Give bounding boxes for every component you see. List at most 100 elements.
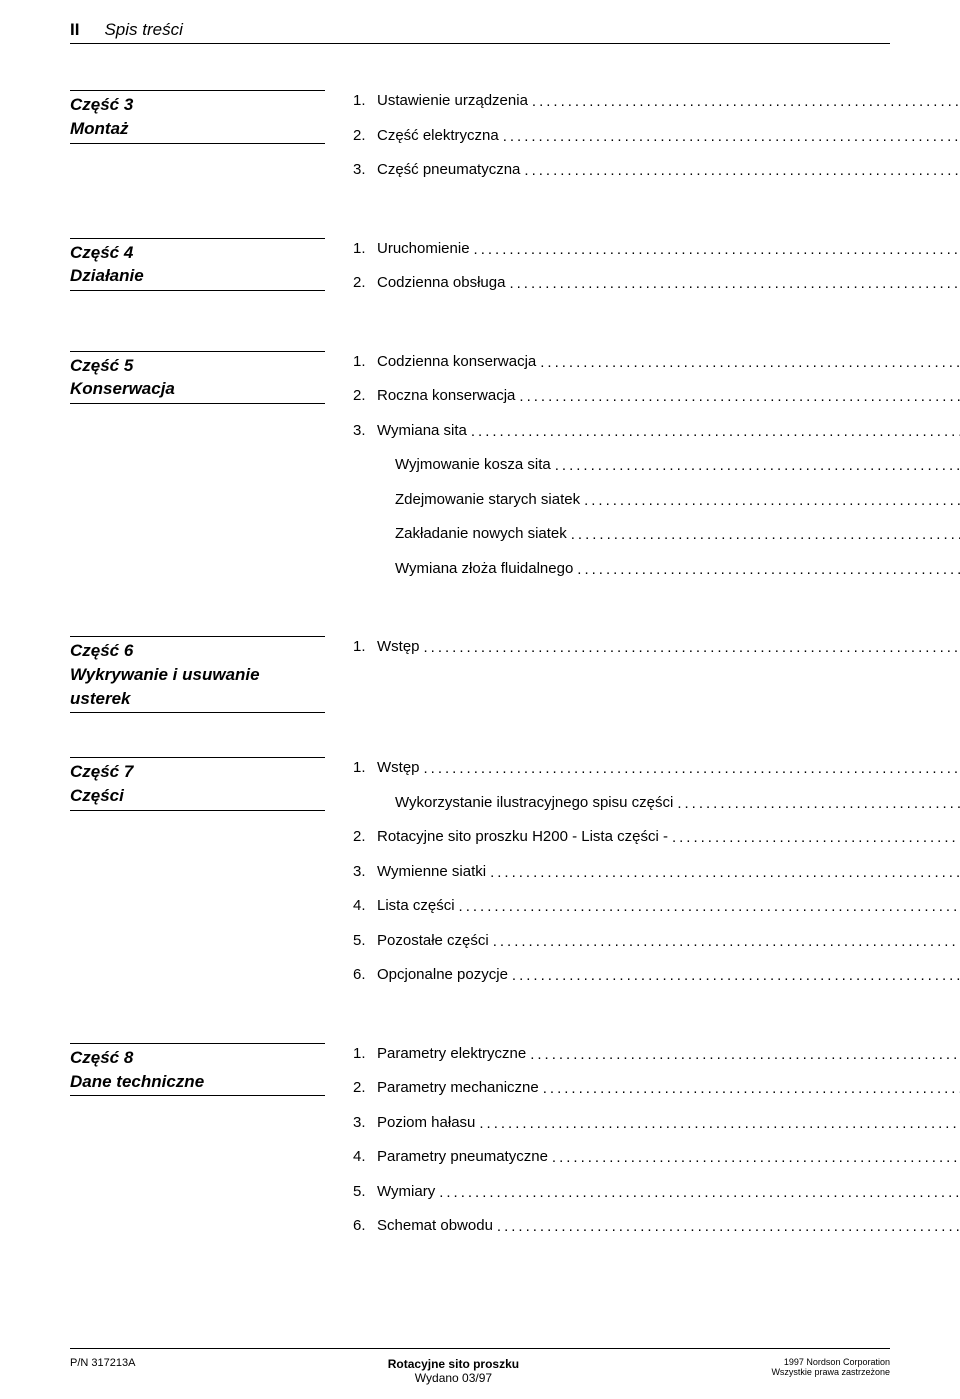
footer-center-title: Rotacyjne sito proszku — [388, 1357, 519, 1371]
section-label-line: Część 8 — [70, 1046, 325, 1070]
toc-leader-dots — [515, 386, 960, 409]
toc-row: 2.Rotacyjne sito proszku H200 - Lista cz… — [353, 826, 960, 849]
toc-leader-dots — [548, 1147, 960, 1170]
toc-list: 1.Wstęp7-1 Wykorzystanie ilustracyjnego s… — [325, 757, 960, 999]
toc-leader-dots — [520, 160, 960, 183]
toc-row: 6.Opcjonalne pozycje7-14 — [353, 964, 960, 987]
section-label: Część 5Konserwacja — [70, 351, 325, 405]
toc-item-text: Wymiary — [377, 1181, 435, 1204]
toc-row: 3.Poziom hałasu8-1 — [353, 1112, 960, 1135]
toc-row: 1.Wstęp6-1 — [353, 636, 960, 659]
toc-row: 1.Uruchomienie4-1 — [353, 238, 960, 261]
section-label: Część 7Części — [70, 757, 325, 811]
toc-item-number: 6. — [353, 964, 377, 987]
toc-row: 1.Ustawienie urządzenia3-1 — [353, 90, 960, 113]
footer-right: 1997 Nordson Corporation Wszystkie prawa… — [771, 1357, 890, 1377]
toc-item-number: 5. — [353, 930, 377, 953]
toc-item-number: 1. — [353, 238, 377, 261]
toc-item-text: Pozostałe części — [377, 930, 489, 953]
toc-list: 1.Codzienna konserwacja5-12.Roczna konse… — [325, 351, 960, 593]
toc-leader-dots — [435, 1182, 960, 1205]
toc-leader-dots — [455, 896, 960, 919]
toc-item-text: Wykorzystanie ilustracyjnego spisu częśc… — [395, 792, 673, 815]
toc-item-number: 2. — [353, 272, 377, 295]
header-title: Spis treści — [104, 20, 182, 40]
section-label-line: Dane techniczne — [70, 1070, 325, 1094]
toc-leader-dots — [526, 1044, 960, 1067]
section-label: Część 3Montaż — [70, 90, 325, 144]
toc-leader-dots — [536, 352, 960, 375]
toc-section: Część 4Działanie1.Uruchomienie4-12.Codzi… — [70, 238, 890, 307]
toc-list: 1.Parametry elektryczne8-12.Parametry me… — [325, 1043, 960, 1250]
toc-item-text: Codzienna obsługa — [377, 272, 505, 295]
toc-item-number: 2. — [353, 385, 377, 408]
section-label-line: Część 6 — [70, 639, 325, 663]
toc-item-number: 3. — [353, 420, 377, 443]
toc-item-text: Wstęp — [377, 757, 420, 780]
toc-item-number: 4. — [353, 895, 377, 918]
toc-item-number: 1. — [353, 351, 377, 374]
toc-leader-dots — [467, 421, 960, 444]
toc-item-text: Ustawienie urządzenia — [377, 90, 528, 113]
toc-row: 2.Parametry mechaniczne8-1 — [353, 1077, 960, 1100]
section-label-line: Część 7 — [70, 760, 325, 784]
toc-item-text: Część elektryczna — [377, 125, 499, 148]
section-label-line: Działanie — [70, 264, 325, 288]
toc-leader-dots — [470, 239, 960, 262]
toc-section: Część 3Montaż1.Ustawienie urządzenia3-12… — [70, 90, 890, 194]
toc-leader-dots — [499, 126, 960, 149]
section-label-line: Część 4 — [70, 241, 325, 265]
toc-list: 1.Ustawienie urządzenia3-1 2.Część elektr… — [325, 90, 960, 194]
toc-item-text: Parametry pneumatyczne — [377, 1146, 548, 1169]
toc-item-text: Wymienne siatki — [377, 861, 486, 884]
toc-leader-dots — [420, 637, 960, 660]
toc-item-text: Codzienna konserwacja — [377, 351, 536, 374]
toc-row: 2.Codzienna obsługa4-2 — [353, 272, 960, 295]
toc-item-number: 2. — [353, 826, 377, 849]
toc-item-number: 1. — [353, 757, 377, 780]
section-label-line: usterek — [70, 687, 325, 711]
toc-row: 2.Roczna konserwacja5-1 — [353, 385, 960, 408]
page-header: II Spis treści — [70, 20, 890, 40]
footer-right-top: 1997 Nordson Corporation — [771, 1357, 890, 1367]
toc-item-text: Wyjmowanie kosza sita — [395, 454, 551, 477]
toc-item-text: Część pneumatyczna — [377, 159, 520, 182]
toc-row: 3.Część pneumatyczna3-2 — [353, 159, 960, 182]
toc-row: 1.Wstęp7-1 — [353, 757, 960, 780]
toc-item-text: Parametry elektryczne — [377, 1043, 526, 1066]
toc-row: 3.Wymiana sita5-1 — [353, 420, 960, 443]
toc-leader-dots — [539, 1078, 960, 1101]
toc-item-number: 3. — [353, 1112, 377, 1135]
toc-item-number: 4. — [353, 1146, 377, 1169]
footer-right-bottom: Wszystkie prawa zastrzeżone — [771, 1367, 890, 1377]
toc-item-number: 2. — [353, 125, 377, 148]
toc-leader-dots — [580, 490, 960, 513]
toc-row: 5.Wymiary8-2 — [353, 1181, 960, 1204]
section-label-line: Część 5 — [70, 354, 325, 378]
toc-row: 3.Wymienne siatki7-3 — [353, 861, 960, 884]
footer-center: Rotacyjne sito proszku Wydano 03/97 — [388, 1357, 519, 1385]
toc-item-text: Zakładanie nowych siatek — [395, 523, 567, 546]
toc-item-number: 1. — [353, 1043, 377, 1066]
toc-leader-dots — [528, 91, 960, 114]
toc-item-number: 3. — [353, 861, 377, 884]
toc-leader-dots — [673, 793, 960, 816]
header-rule — [70, 43, 890, 44]
toc-item-text: Lista części — [377, 895, 455, 918]
page-footer: P/N 317213A Rotacyjne sito proszku Wydan… — [70, 1357, 890, 1385]
section-label-line: Części — [70, 784, 325, 808]
toc-item-text: Uruchomienie — [377, 238, 470, 261]
toc-section: Część 5Konserwacja 1.Codzienna konserwacj… — [70, 351, 890, 593]
toc-row: 4.Lista części7-4 — [353, 895, 960, 918]
toc-row: 6.Schemat obwodu8-3 — [353, 1215, 960, 1238]
toc-item-number: 3. — [353, 159, 377, 182]
toc-row: Zakładanie nowych siatek5-2 — [353, 523, 960, 546]
toc-section: Część 7Części1.Wstęp7-1Wykorzystanie ilu… — [70, 757, 890, 999]
toc-item-text: Wstęp — [377, 636, 420, 659]
toc-leader-dots — [573, 559, 960, 582]
toc-item-number: 2. — [353, 1077, 377, 1100]
section-label-line: Wykrywanie i usuwanie — [70, 663, 325, 687]
footer-left: P/N 317213A — [70, 1357, 135, 1369]
toc-row: 5.Pozostałe części7-14 — [353, 930, 960, 953]
toc-item-text: Roczna konserwacja — [377, 385, 515, 408]
